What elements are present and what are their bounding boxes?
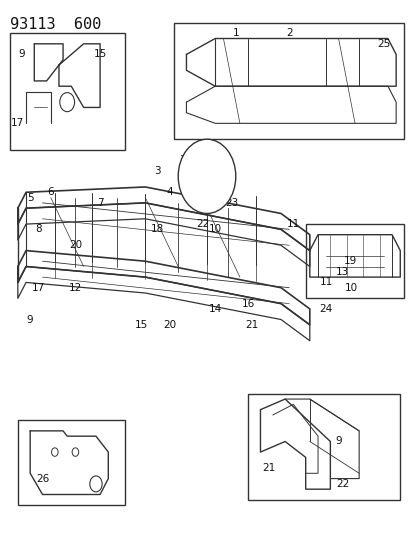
Text: 25: 25 (376, 39, 389, 49)
Text: 5: 5 (27, 192, 33, 203)
Text: 16: 16 (241, 298, 254, 309)
FancyBboxPatch shape (305, 224, 404, 298)
Text: 22: 22 (196, 219, 209, 229)
Text: 26: 26 (36, 474, 49, 483)
Text: 9: 9 (27, 314, 33, 325)
Text: 10: 10 (344, 282, 357, 293)
Text: 21: 21 (245, 320, 258, 330)
Text: 21: 21 (261, 463, 275, 473)
Text: 11: 11 (319, 277, 332, 287)
Text: 20: 20 (69, 240, 82, 251)
FancyBboxPatch shape (18, 420, 124, 505)
Text: 22: 22 (335, 479, 349, 489)
FancyBboxPatch shape (247, 394, 399, 500)
Text: 24: 24 (319, 304, 332, 314)
Text: 15: 15 (93, 50, 107, 59)
Text: 12: 12 (69, 282, 82, 293)
Text: 13: 13 (335, 267, 349, 277)
Text: 10: 10 (208, 224, 221, 235)
Text: 18: 18 (151, 224, 164, 235)
Text: 19: 19 (344, 256, 357, 266)
Circle shape (178, 139, 235, 214)
Text: 11: 11 (286, 219, 299, 229)
Text: 3: 3 (178, 156, 185, 165)
Text: 23: 23 (225, 198, 238, 208)
Text: 4: 4 (203, 176, 210, 187)
FancyBboxPatch shape (9, 33, 124, 150)
Text: 1: 1 (232, 28, 239, 38)
Circle shape (52, 448, 58, 456)
Text: 17: 17 (11, 118, 24, 128)
Circle shape (72, 448, 78, 456)
Circle shape (59, 93, 74, 112)
Text: 7: 7 (97, 198, 103, 208)
Text: 8: 8 (35, 224, 42, 235)
Circle shape (90, 476, 102, 492)
Text: 17: 17 (32, 282, 45, 293)
Text: 20: 20 (163, 320, 176, 330)
Text: 4: 4 (166, 187, 173, 197)
Text: 9: 9 (19, 50, 25, 59)
Text: 3: 3 (154, 166, 161, 176)
Text: 14: 14 (208, 304, 221, 314)
Text: 2: 2 (285, 28, 292, 38)
Text: 15: 15 (134, 320, 147, 330)
Text: 93113  600: 93113 600 (9, 17, 101, 33)
Text: 6: 6 (47, 187, 54, 197)
Text: 9: 9 (335, 437, 341, 447)
FancyBboxPatch shape (174, 22, 404, 139)
